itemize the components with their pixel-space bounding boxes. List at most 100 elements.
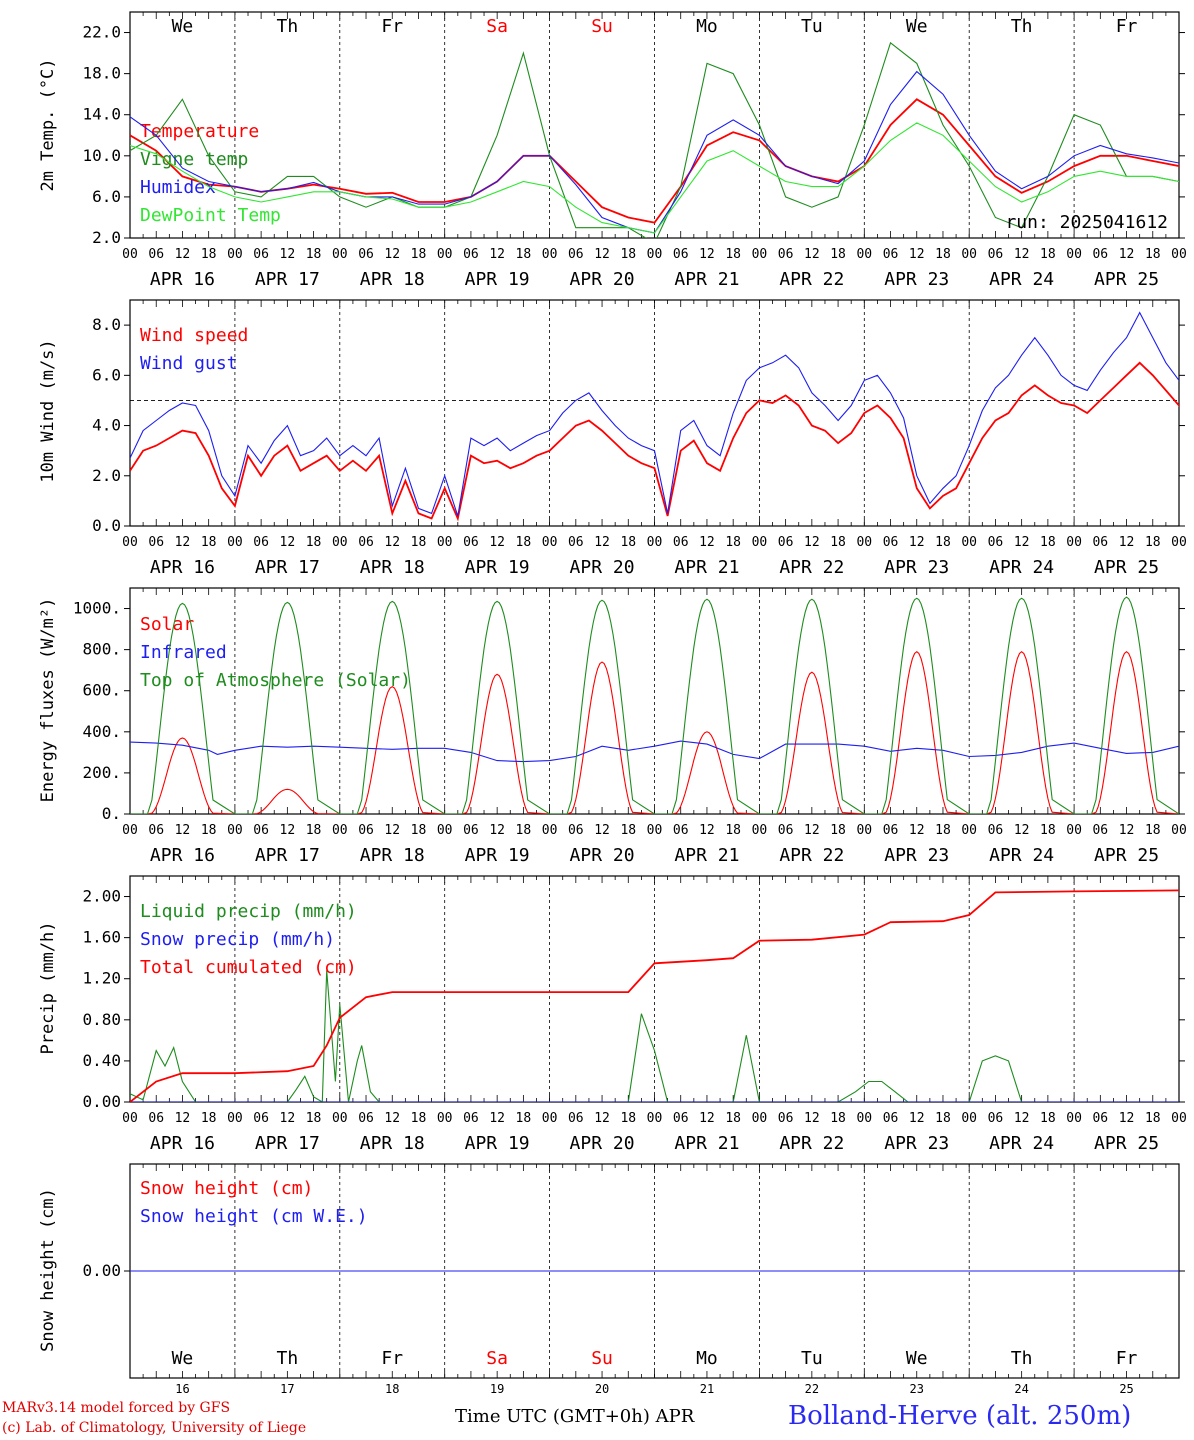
legend-entry: Temperature (140, 121, 259, 142)
hour-tick-label: 18 (935, 823, 951, 838)
x-axis-title: Time UTC (GMT+0h) APR (455, 1406, 694, 1427)
date-label: APR 21 (674, 845, 739, 866)
hour-tick-label: 12 (594, 1111, 610, 1126)
hour-tick-label: 06 (358, 535, 374, 550)
y-tick-label: 4.0 (92, 416, 121, 435)
date-label: APR 20 (570, 1133, 635, 1154)
hour-tick-label: 00 (856, 823, 872, 838)
date-label: APR 17 (255, 845, 320, 866)
hour-tick-label: 06 (463, 247, 479, 262)
date-label: APR 17 (255, 269, 320, 290)
hour-tick-label: 18 (830, 1111, 846, 1126)
hour-tick-label: 18 (830, 823, 846, 838)
hour-tick-label: 00 (122, 535, 138, 550)
hour-tick-label: 12 (1119, 535, 1135, 550)
hour-tick-label: 18 (1145, 823, 1161, 838)
date-label: APR 25 (1094, 269, 1159, 290)
hour-tick-label: 00 (1066, 247, 1082, 262)
y-tick-label: 6.0 (92, 187, 121, 206)
hour-tick-label: 06 (778, 535, 794, 550)
hour-tick-label: 00 (332, 247, 348, 262)
y-tick-label: 22.0 (82, 23, 121, 42)
hour-tick-label: 00 (122, 823, 138, 838)
weekday-label-bottom: We (906, 1348, 928, 1369)
legend-entry: Liquid precip (mm/h) (140, 901, 357, 922)
hour-tick-label: 18 (516, 247, 532, 262)
hour-tick-label: 12 (699, 1111, 715, 1126)
date-label: APR 23 (884, 557, 949, 578)
hour-tick-label: 12 (280, 535, 296, 550)
hour-tick-label: 18 (516, 1111, 532, 1126)
weekday-label-top: Fr (1116, 16, 1138, 37)
day-number-label: 17 (280, 1382, 294, 1396)
date-label: APR 22 (779, 845, 844, 866)
hour-tick-label: 12 (804, 535, 820, 550)
series-line (130, 740, 1179, 763)
hour-tick-label: 00 (1066, 535, 1082, 550)
legend-entry: Vigne temp (140, 149, 248, 170)
hour-tick-label: 12 (1014, 1111, 1030, 1126)
weekday-label-top: Sa (486, 16, 508, 37)
hour-tick-label: 18 (620, 247, 636, 262)
hour-tick-label: 18 (411, 823, 427, 838)
hour-tick-label: 18 (725, 535, 741, 550)
hour-tick-label: 00 (961, 823, 977, 838)
hour-tick-label: 12 (1119, 823, 1135, 838)
legend-entry: Humidex (140, 177, 216, 198)
date-label: APR 22 (779, 269, 844, 290)
date-label: APR 17 (255, 1133, 320, 1154)
weekday-label-bottom: Mo (696, 1348, 718, 1369)
hour-tick-label: 00 (856, 535, 872, 550)
hour-tick-label: 06 (148, 535, 164, 550)
hour-tick-label: 06 (568, 247, 584, 262)
weekday-label-bottom: Tu (801, 1348, 823, 1369)
y-axis-label: Precip (mm/h) (38, 921, 58, 1054)
date-label: APR 22 (779, 557, 844, 578)
hour-tick-label: 18 (306, 535, 322, 550)
y-tick-label: 400. (82, 722, 121, 741)
hour-tick-label: 12 (280, 1111, 296, 1126)
hour-tick-label: 12 (175, 823, 191, 838)
hour-tick-label: 12 (175, 1111, 191, 1126)
hour-tick-label: 06 (883, 1111, 899, 1126)
hour-tick-label: 00 (1066, 823, 1082, 838)
hour-tick-label: 00 (961, 247, 977, 262)
hour-tick-label: 06 (148, 247, 164, 262)
hour-tick-label: 18 (830, 247, 846, 262)
y-tick-label: 0.0 (92, 516, 121, 535)
hour-tick-label: 06 (1092, 535, 1108, 550)
hour-tick-label: 00 (961, 1111, 977, 1126)
hour-tick-label: 00 (332, 823, 348, 838)
hour-tick-label: 12 (1119, 247, 1135, 262)
hour-tick-label: 18 (620, 535, 636, 550)
hour-tick-label: 12 (384, 823, 400, 838)
legend-entry: Solar (140, 614, 194, 635)
day-number-label: 20 (595, 1382, 609, 1396)
model-credit: MARv3.14 model forced by GFS (2, 1400, 231, 1416)
hour-tick-label: 18 (1145, 247, 1161, 262)
hour-tick-label: 12 (1119, 1111, 1135, 1126)
y-axis-label: 2m Temp. (°C) (38, 58, 58, 191)
hour-tick-label: 00 (437, 1111, 453, 1126)
hour-tick-label: 18 (201, 823, 217, 838)
hour-tick-label: 06 (358, 823, 374, 838)
panel-5: 0.00 Snow height (cm) Snow height (cm) Snow… (38, 1163, 1185, 1379)
hour-tick-label: 00 (856, 1111, 872, 1126)
date-label: APR 24 (989, 1133, 1054, 1154)
date-label: APR 19 (465, 1133, 530, 1154)
date-label: APR 18 (360, 1133, 425, 1154)
hour-tick-label: 06 (778, 247, 794, 262)
hour-tick-label: 18 (201, 1111, 217, 1126)
series-line (130, 650, 1179, 814)
hour-tick-label: 12 (909, 823, 925, 838)
date-label: APR 18 (360, 557, 425, 578)
date-label: APR 16 (150, 269, 215, 290)
hour-tick-label: 00 (752, 1111, 768, 1126)
hour-tick-label: 18 (411, 535, 427, 550)
hour-tick-label: 00 (227, 247, 243, 262)
y-tick-label: 18.0 (82, 64, 121, 83)
hour-tick-label: 12 (489, 1111, 505, 1126)
y-tick-label: 0.00 (82, 1092, 121, 1111)
hour-tick-label: 06 (253, 823, 269, 838)
hour-tick-label: 18 (516, 823, 532, 838)
